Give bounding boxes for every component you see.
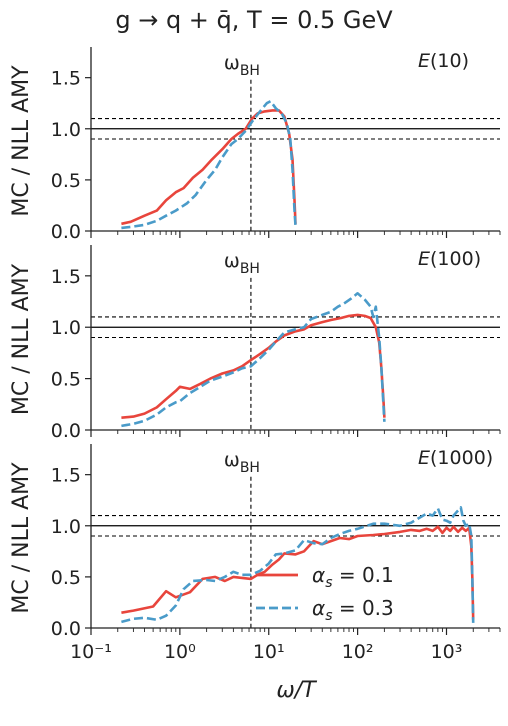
y-axis-label: MC / NLL AMY [9,65,34,217]
y-tick-label: 0.0 [51,618,81,640]
omega-bh-label: ωBH [224,52,260,79]
panel-label: E(10) [418,50,469,72]
y-tick-label: 0.5 [51,369,81,391]
series-line-2 [121,292,386,428]
chart-title: g → q + q̄, T = 0.5 GeV [115,6,393,34]
series-line-1 [121,109,297,226]
y-axis-label: MC / NLL AMY [9,462,34,614]
y-tick-label: 1.5 [51,266,81,288]
y-tick-label: 1.5 [51,465,81,487]
panel-2: ωBH E(100) 0.0 0.5 1.0 1.5 MC / NLL AMY [9,245,501,442]
panel-3: ωBH E(1000) 0.0 0.5 1.0 1.5 MC / NLL AMY 10⁻¹ 10… [9,444,501,663]
panel-1: ωBH E(10) 0.0 0.5 1.0 1.5 MC / NLL AMY [9,47,501,243]
y-tick-label: 0.5 [51,567,81,589]
panels: ωBH E(10) 0.0 0.5 1.0 1.5 MC / NLL AMY ωBH E(100… [9,47,501,663]
panel-label: E(100) [418,248,481,270]
omega-bh-label: ωBH [224,449,260,476]
series-line-1 [121,525,475,620]
legend-label-2: αs = 0.3 [312,596,394,624]
series-line-2 [121,99,297,230]
x-tick-label: 10¹ [253,641,285,663]
y-tick-label: 1.0 [51,119,81,141]
x-tick-label: 10⁻¹ [70,641,112,663]
y-tick-label: 0.0 [51,221,81,243]
y-tick-label: 0.0 [51,420,81,442]
series-line-1 [121,313,386,419]
x-tick-label: 10² [342,641,374,663]
y-tick-label: 1.0 [51,317,81,339]
x-tick-label: 10⁰ [164,641,196,663]
legend: αs = 0.1 αs = 0.3 [256,563,394,624]
x-axis-label: ω/T [276,678,317,703]
y-tick-label: 1.5 [51,68,81,90]
y-axis-label: MC / NLL AMY [9,263,34,415]
x-tick-label: 10³ [431,641,463,663]
legend-label-1: αs = 0.1 [312,563,394,591]
series-line-2 [121,506,475,624]
y-tick-label: 1.0 [51,516,81,538]
omega-bh-label: ωBH [224,250,260,277]
y-tick-label: 0.5 [51,170,81,192]
panel-label: E(1000) [418,447,493,469]
